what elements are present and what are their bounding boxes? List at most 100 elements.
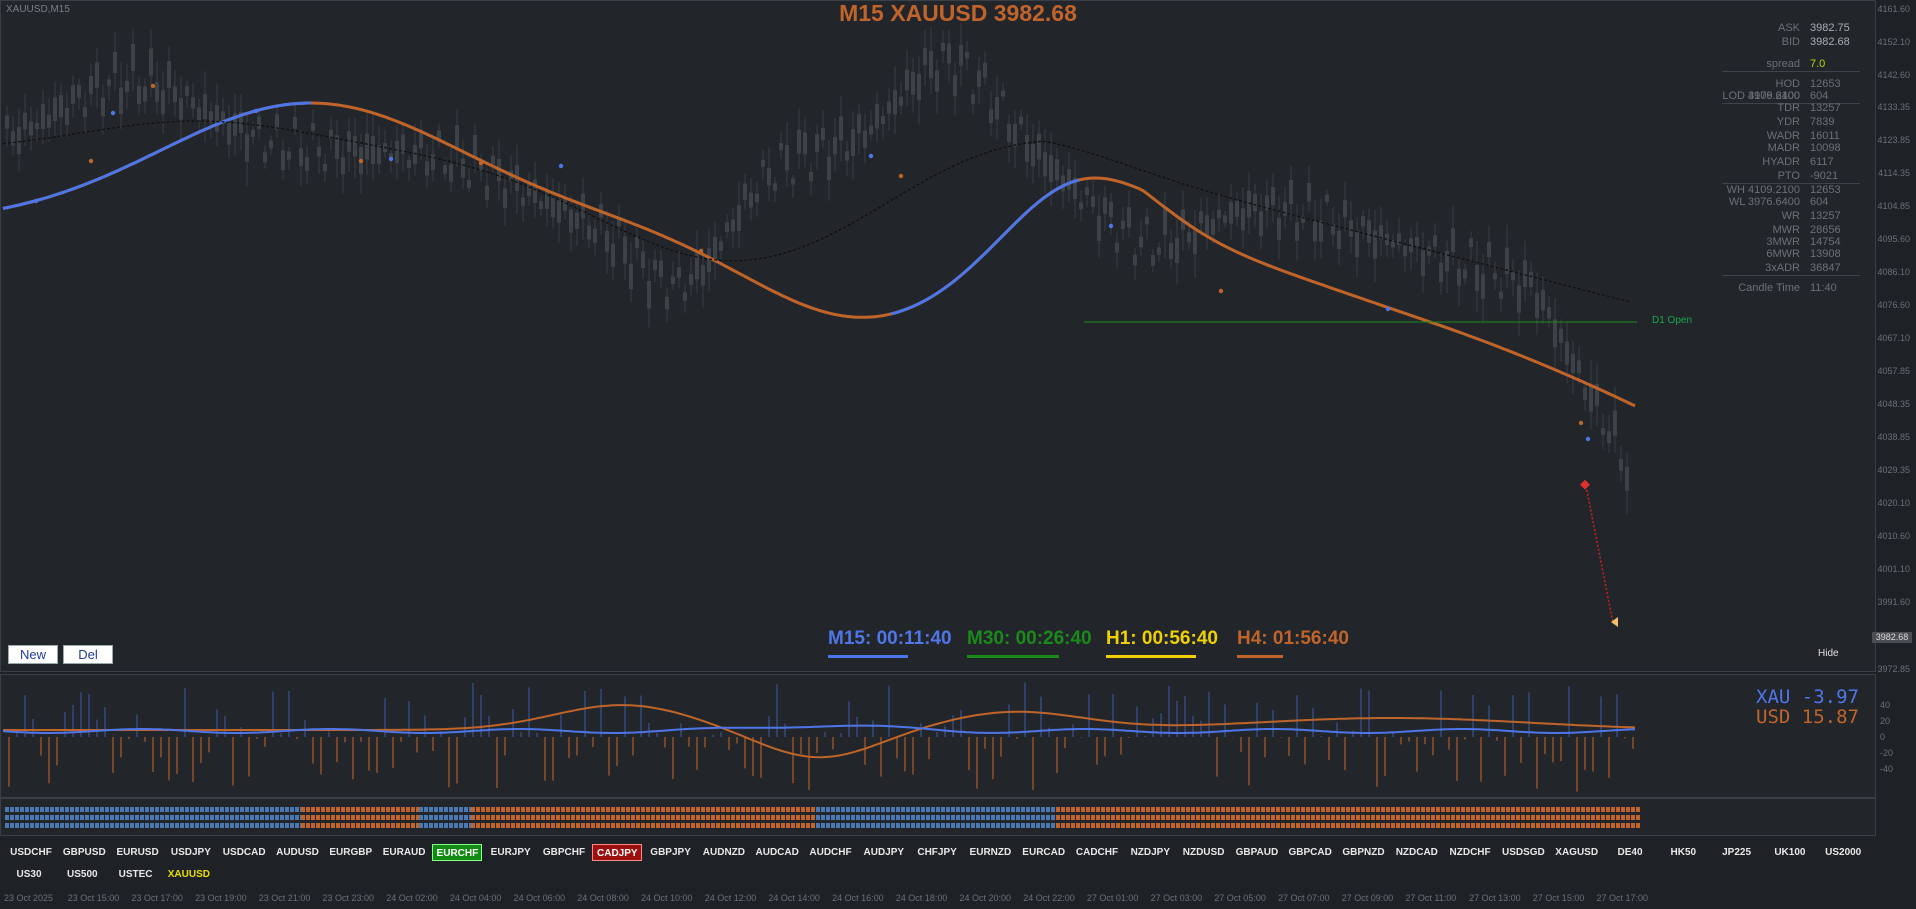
symbol-button-gbpnzd[interactable]: GBPNZD: [1342, 847, 1385, 858]
strip-cell: [336, 823, 340, 828]
strip-cell: [1606, 823, 1610, 828]
strip-cell: [1021, 823, 1025, 828]
symbol-button-gbpusd[interactable]: GBPUSD: [62, 847, 106, 858]
strip-cell: [971, 815, 975, 820]
candle-body: [29, 121, 33, 136]
strip-cell: [966, 823, 970, 828]
symbol-button-hk50[interactable]: HK50: [1670, 847, 1697, 858]
strip-cell: [746, 823, 750, 828]
symbol-button-eurcad[interactable]: EURCAD: [1022, 847, 1066, 858]
strip-cell: [1541, 823, 1545, 828]
candle-body: [89, 75, 93, 95]
symbol-button-audcad[interactable]: AUDCAD: [755, 847, 799, 858]
strip-cell: [250, 815, 254, 820]
symbol-button-gbpaud[interactable]: GBPAUD: [1235, 847, 1279, 858]
strip-cell: [681, 823, 685, 828]
signal-dot: [1385, 306, 1391, 312]
strip-cell: [711, 807, 715, 812]
symbol-button-eurjpy[interactable]: EURJPY: [490, 847, 531, 858]
symbol-button-usdsgd[interactable]: USDSGD: [1501, 847, 1545, 858]
strip-cell: [464, 807, 468, 812]
candle-body: [185, 86, 189, 96]
strip-cell: [581, 807, 585, 812]
strip-cell: [581, 815, 585, 820]
strip-cell: [741, 815, 745, 820]
strip-cell: [711, 823, 715, 828]
symbol-button-nzdchf[interactable]: NZDCHF: [1449, 847, 1491, 858]
strip-cell: [135, 823, 139, 828]
symbol-button-nzdcad[interactable]: NZDCAD: [1395, 847, 1438, 858]
symbol-button-us500[interactable]: US500: [67, 869, 98, 880]
symbol-button-eurgbp[interactable]: EURGBP: [329, 847, 373, 858]
strip-cell: [961, 815, 965, 820]
symbol-button-gbpjpy[interactable]: GBPJPY: [650, 847, 691, 858]
strip-cell: [336, 815, 340, 820]
del-button[interactable]: Del: [63, 645, 113, 664]
symbol-button-uk100[interactable]: UK100: [1774, 847, 1806, 858]
symbol-button-audjpy[interactable]: AUDJPY: [863, 847, 905, 858]
strip-cell: [1546, 807, 1550, 812]
symbol-button-eurchf[interactable]: EURCHF: [432, 844, 483, 861]
symbol-button-us2000[interactable]: US2000: [1825, 847, 1862, 858]
strip-cell: [1516, 807, 1520, 812]
symbol-button-nzdjpy[interactable]: NZDJPY: [1130, 847, 1171, 858]
strip-cell: [806, 815, 810, 820]
symbol-button-audnzd[interactable]: AUDNZD: [702, 847, 745, 858]
candle-body: [1619, 459, 1623, 471]
symbol-button-gbpchf[interactable]: GBPCHF: [542, 847, 586, 858]
symbol-button-ustec[interactable]: USTEC: [118, 869, 153, 880]
symbol-button-audusd[interactable]: AUDUSD: [276, 847, 319, 858]
symbol-button-xagusd[interactable]: XAGUSD: [1555, 847, 1599, 858]
strip-cell: [1016, 823, 1020, 828]
strip-cell: [611, 807, 615, 812]
strip-cell: [1151, 815, 1155, 820]
strip-cell: [1226, 807, 1230, 812]
new-button[interactable]: New: [8, 645, 58, 664]
info-divider: [1722, 103, 1860, 104]
symbol-button-eurusd[interactable]: EURUSD: [116, 847, 159, 858]
price-tick: 4076.60: [1877, 300, 1910, 310]
strip-cell: [601, 823, 605, 828]
strip-cell: [135, 815, 139, 820]
price-tick: 4048.35: [1877, 399, 1910, 409]
strip-cell: [981, 823, 985, 828]
candle-body: [167, 61, 171, 88]
hide-button[interactable]: Hide: [1818, 648, 1839, 659]
symbol-button-eurnzd[interactable]: EURNZD: [969, 847, 1012, 858]
strip-cell: [1586, 823, 1590, 828]
price-chart-svg: [2, 24, 1637, 627]
symbol-button-nzdusd[interactable]: NZDUSD: [1182, 847, 1225, 858]
symbol-button-us30[interactable]: US30: [16, 869, 42, 880]
strip-cell: [1406, 807, 1410, 812]
symbol-button-xauusd[interactable]: XAUUSD: [167, 869, 210, 880]
currency-strength-indicator[interactable]: [0, 674, 1876, 798]
strip-cell: [611, 815, 615, 820]
strip-cell: [351, 815, 355, 820]
symbol-button-cadjpy[interactable]: CADJPY: [592, 844, 643, 861]
main-chart-panel[interactable]: [0, 0, 1876, 672]
strip-cell: [1576, 823, 1580, 828]
strip-cell: [1031, 807, 1035, 812]
strip-cell: [1196, 815, 1200, 820]
symbol-button-gbpcad[interactable]: GBPCAD: [1288, 847, 1332, 858]
symbol-button-de40[interactable]: DE40: [1617, 847, 1643, 858]
symbol-button-cadchf[interactable]: CADCHF: [1075, 847, 1119, 858]
strip-cell: [566, 807, 570, 812]
strip-cell: [1171, 807, 1175, 812]
candle-body: [551, 196, 555, 218]
entry-marker: [1580, 479, 1590, 490]
strip-cell: [1601, 807, 1605, 812]
symbol-button-euraud[interactable]: EURAUD: [382, 847, 426, 858]
symbol-button-jp225[interactable]: JP225: [1722, 847, 1752, 858]
info-row-value: 12653: [1810, 78, 1841, 90]
symbol-button-usdchf[interactable]: USDCHF: [10, 847, 52, 858]
strip-cell: [781, 807, 785, 812]
symbol-button-usdcad[interactable]: USDCAD: [222, 847, 266, 858]
symbol-button-chfjpy[interactable]: CHFJPY: [917, 847, 957, 858]
info-row: HOD 4109.2100 12653: [1722, 78, 1860, 102]
strip-cell: [976, 823, 980, 828]
strip-cell: [1441, 807, 1445, 812]
symbol-button-usdjpy[interactable]: USDJPY: [170, 847, 211, 858]
strip-cell: [1591, 815, 1595, 820]
symbol-button-audchf[interactable]: AUDCHF: [809, 847, 852, 858]
